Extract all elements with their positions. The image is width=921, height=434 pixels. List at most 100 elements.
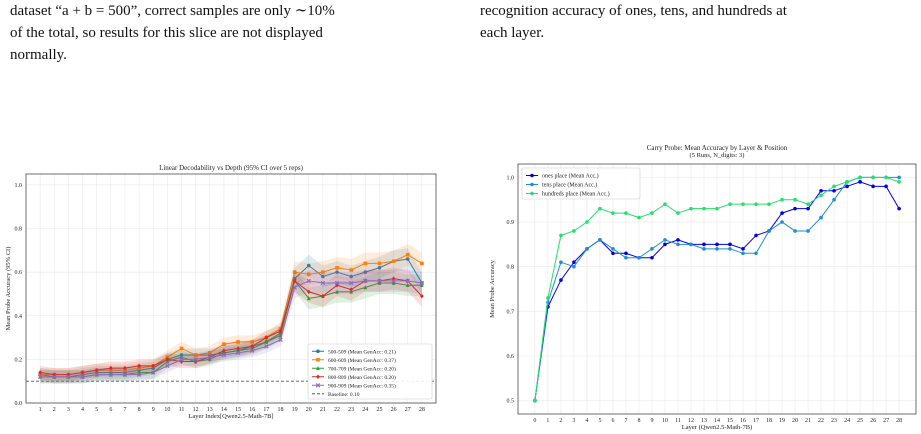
data-point (806, 206, 810, 211)
data-point (250, 343, 255, 349)
data-point (702, 247, 706, 251)
x-tick-label: 0 (533, 418, 536, 424)
data-point (363, 270, 368, 274)
x-tick-label: 4 (585, 418, 588, 424)
data-point (624, 251, 628, 256)
data-point (793, 197, 797, 202)
data-point (278, 337, 283, 342)
data-point (278, 328, 283, 334)
x-tick-label: 25 (857, 418, 863, 424)
x-tick-label: 9 (152, 407, 155, 413)
data-point (624, 211, 628, 215)
data-point (871, 175, 875, 180)
data-point (165, 357, 170, 362)
y-tick-label: 0.4 (15, 314, 23, 320)
x-tick-label: 20 (306, 407, 312, 413)
data-point (109, 365, 113, 371)
chart-subtitle: (5 Runs, N_digits: 3) (690, 152, 745, 159)
data-point (349, 268, 353, 272)
data-point (363, 285, 368, 290)
data-point (264, 335, 269, 340)
data-point (179, 357, 184, 362)
data-point (377, 265, 382, 270)
data-point (780, 220, 784, 224)
data-point (321, 270, 325, 274)
x-tick-label: 20 (792, 418, 798, 424)
data-point (122, 372, 128, 377)
data-point (52, 374, 57, 380)
data-point (871, 184, 875, 189)
data-point (530, 173, 534, 178)
caption-right-line: recognition accuracy of ones, tens, and … (480, 3, 787, 19)
data-point (316, 365, 320, 371)
data-point (637, 255, 641, 260)
data-point (663, 202, 667, 206)
data-point (832, 197, 836, 202)
x-tick-label: 22 (334, 407, 340, 413)
x-axis-label: Layer Index[Qwen2.5-Math-7B] (188, 413, 273, 420)
legend: 500-509 (Mean GenAcc: 0.21) 600-609 (Mean… (307, 343, 433, 400)
data-point (650, 255, 654, 260)
data-point (611, 247, 615, 251)
x-tick-label: 25 (376, 407, 382, 413)
data-point (546, 296, 550, 300)
y-tick-label: 1.0 (15, 183, 23, 189)
x-tick-label: 28 (419, 407, 425, 413)
data-point (676, 211, 680, 215)
data-point (420, 261, 424, 266)
data-point (52, 372, 57, 377)
y-tick-label: 0.0 (15, 401, 23, 407)
data-point (335, 270, 339, 274)
y-tick-label: 0.6 (15, 270, 23, 276)
series-line (40, 254, 423, 376)
x-tick-label: 27 (405, 407, 411, 413)
x-tick-label: 12 (688, 418, 694, 424)
data-point (897, 206, 901, 211)
x-tick-label: 3 (67, 407, 70, 413)
data-point (741, 202, 745, 206)
x-tick-label: 15 (235, 407, 241, 413)
data-point (598, 206, 602, 211)
confidence-band (40, 248, 422, 384)
caption-left: dataset “a + b = 500”, correct samples a… (10, 0, 450, 66)
y-tick-label: 0.2 (15, 357, 23, 363)
series-line (40, 280, 422, 378)
data-point (611, 211, 615, 215)
x-tick-label: 21 (805, 418, 811, 424)
data-point (363, 278, 368, 284)
x-tick-label: 28 (896, 418, 902, 424)
data-point (321, 274, 325, 279)
legend-label: 500-509 (Mean GenAcc: 0.21) (328, 348, 396, 355)
x-tick-label: 14 (221, 407, 227, 413)
data-point (741, 251, 745, 256)
data-point (897, 175, 901, 180)
data-point (559, 278, 563, 282)
linear-decodability-chart: Linear Decodability vs Depth (95% CI ove… (5, 164, 437, 420)
x-tick-label: 14 (714, 418, 720, 424)
data-point (221, 352, 227, 358)
data-point (845, 180, 849, 184)
data-point (637, 215, 641, 220)
caption-left-line: dataset “a + b = 500”, correct samples a… (10, 3, 335, 19)
series-4 (38, 267, 424, 382)
data-point (80, 370, 85, 375)
y-tick-label: 1.0 (507, 175, 515, 181)
data-point (420, 282, 424, 288)
data-point (767, 202, 771, 206)
data-point (151, 370, 156, 375)
data-point (151, 363, 156, 369)
data-point (819, 215, 823, 220)
data-point (193, 357, 198, 362)
legend-label: tens place (Mean Acc.) (542, 182, 597, 189)
data-point (689, 242, 693, 247)
confidence-band (40, 243, 422, 382)
data-point (530, 191, 534, 196)
x-tick-label: 2 (559, 418, 562, 424)
legend: ones place (Mean Acc.) tens place (Mean A… (521, 167, 641, 200)
data-point (663, 242, 667, 247)
caption-left-line: of the total, so results for this slice … (10, 25, 323, 41)
data-point (728, 247, 732, 251)
data-point (250, 340, 255, 344)
plot-frame (517, 163, 917, 415)
data-point (572, 260, 576, 265)
